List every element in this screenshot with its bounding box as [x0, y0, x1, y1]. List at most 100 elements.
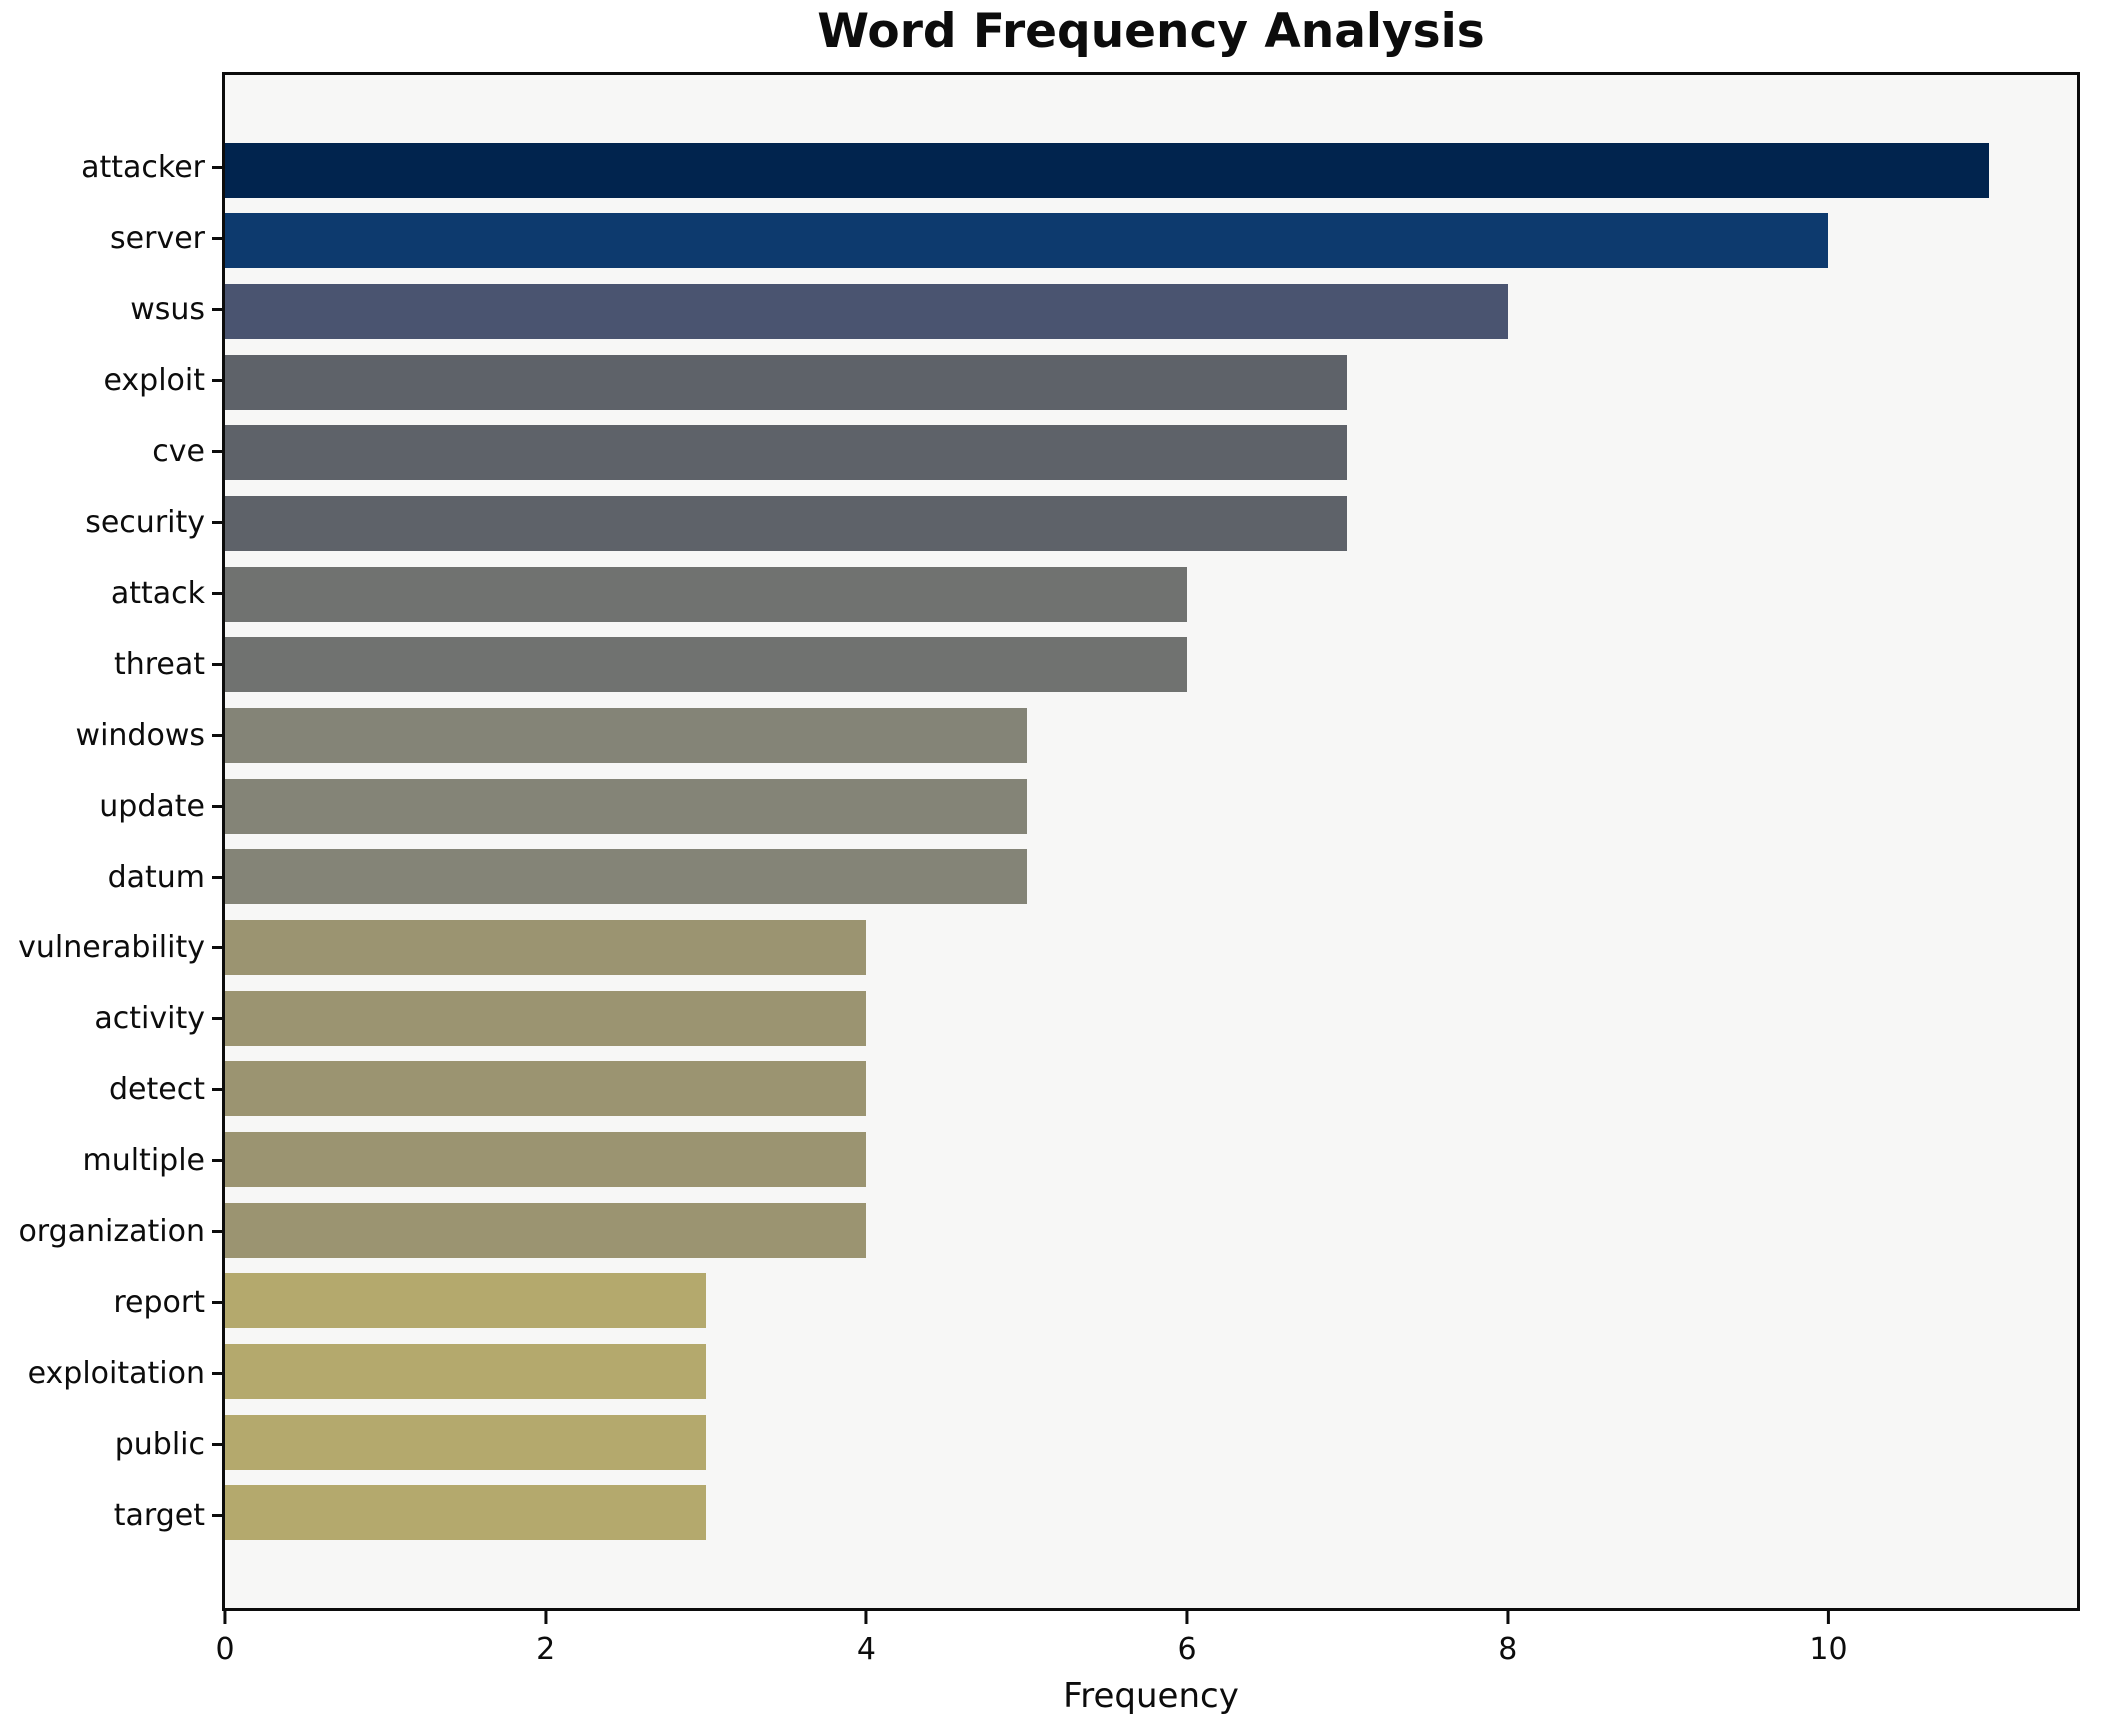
x-tick-mark — [1826, 1611, 1830, 1624]
y-tick-mark — [212, 591, 222, 595]
y-tick-label-organization: organization — [18, 1214, 205, 1250]
x-tick-mark — [1185, 1611, 1189, 1624]
y-label-row: activity — [0, 983, 222, 1054]
x-tick-label: 2 — [536, 1632, 556, 1667]
bar-row — [225, 1336, 2077, 1407]
bar-row — [225, 1124, 2077, 1195]
y-tick-mark — [212, 1230, 222, 1234]
bar-target — [225, 1485, 707, 1541]
y-label-row: update — [0, 771, 222, 842]
bar-activity — [225, 990, 867, 1046]
bar-row — [225, 771, 2077, 842]
y-tick-label-detect: detect — [109, 1072, 205, 1108]
y-tick-label-exploit: exploit — [103, 362, 205, 398]
y-tick-mark — [212, 1514, 222, 1518]
y-tick-mark — [212, 1301, 222, 1305]
y-label-row: exploitation — [0, 1338, 222, 1409]
y-tick-mark — [212, 1088, 222, 1092]
y-tick-label-attacker: attacker — [81, 149, 205, 185]
bar-row — [225, 1266, 2077, 1337]
y-label-row: multiple — [0, 1125, 222, 1196]
x-tick-mark — [544, 1611, 548, 1624]
x-tick-label: 6 — [1177, 1632, 1197, 1667]
bar-row — [225, 1407, 2077, 1478]
x-tick-mark — [223, 1611, 227, 1624]
y-label-row: exploit — [0, 345, 222, 416]
x-tick-label: 0 — [215, 1632, 235, 1667]
bar-row — [225, 276, 2077, 347]
y-tick-label-vulnerability: vulnerability — [18, 930, 205, 966]
y-label-row: wsus — [0, 274, 222, 345]
x-axis: 0 2 4 6 8 10 — [215, 1611, 2077, 1701]
chart-title: Word Frequency Analysis — [817, 4, 1485, 59]
y-tick-mark — [212, 165, 222, 169]
y-label-row: attack — [0, 558, 222, 629]
x-tick-0: 0 — [215, 1611, 235, 1667]
y-tick-label-update: update — [99, 788, 205, 824]
y-tick-label-exploitation: exploitation — [27, 1356, 205, 1392]
y-tick-mark — [212, 946, 222, 950]
x-tick-10: 10 — [1809, 1611, 1848, 1667]
bar-report — [225, 1273, 707, 1329]
x-tick-8: 8 — [1498, 1611, 1517, 1667]
bar-row — [225, 418, 2077, 489]
y-axis-labels: attacker server wsus exploit cve security atta… — [0, 72, 222, 1611]
bar-organization — [225, 1202, 867, 1258]
y-label-row: windows — [0, 700, 222, 771]
bar-row — [225, 912, 2077, 983]
x-tick-4: 4 — [857, 1611, 876, 1667]
y-label-row: report — [0, 1267, 222, 1338]
bar-row — [225, 983, 2077, 1054]
y-tick-mark — [212, 307, 222, 311]
bar-exploit — [225, 354, 1348, 410]
y-label-row: threat — [0, 629, 222, 700]
y-tick-label-attack: attack — [110, 575, 205, 611]
x-tick-label: 8 — [1498, 1632, 1518, 1667]
y-tick-label-target: target — [113, 1498, 205, 1534]
bar-row — [225, 1054, 2077, 1125]
y-label-row: public — [0, 1409, 222, 1480]
bar-row — [225, 1195, 2077, 1266]
bar-cve — [225, 425, 1348, 481]
bar-row — [225, 206, 2077, 277]
y-tick-label-cve: cve — [152, 433, 205, 469]
bar-detect — [225, 1061, 867, 1117]
y-tick-mark — [212, 1443, 222, 1447]
y-tick-label-security: security — [85, 504, 205, 540]
bar-row — [225, 559, 2077, 630]
y-tick-label-server: server — [110, 220, 205, 256]
y-tick-label-threat: threat — [113, 646, 205, 682]
y-label-row: datum — [0, 842, 222, 913]
y-label-row: server — [0, 203, 222, 274]
x-tick-2: 2 — [536, 1611, 555, 1667]
y-tick-mark — [212, 875, 222, 879]
y-tick-mark — [212, 733, 222, 737]
plot-area — [222, 72, 2080, 1611]
y-tick-mark — [212, 1372, 222, 1376]
bar-multiple — [225, 1132, 867, 1188]
y-tick-mark — [212, 662, 222, 666]
y-tick-label-report: report — [113, 1285, 205, 1321]
y-tick-label-multiple: multiple — [82, 1143, 205, 1179]
x-tick-label: 10 — [1809, 1632, 1848, 1667]
bar-wsus — [225, 284, 1508, 340]
bar-update — [225, 778, 1027, 834]
bar-vulnerability — [225, 920, 867, 976]
bar-threat — [225, 637, 1188, 693]
bar-row — [225, 700, 2077, 771]
y-tick-label-activity: activity — [94, 1001, 205, 1037]
y-label-row: attacker — [0, 132, 222, 203]
y-tick-mark — [212, 1159, 222, 1163]
bar-datum — [225, 849, 1027, 905]
bar-row — [225, 347, 2077, 418]
y-label-row: security — [0, 487, 222, 558]
y-tick-mark — [212, 1017, 222, 1021]
bar-attacker — [225, 142, 1989, 198]
bar-row — [225, 842, 2077, 913]
y-tick-mark — [212, 378, 222, 382]
y-label-row: detect — [0, 1054, 222, 1125]
bar-row — [225, 630, 2077, 701]
x-tick-mark — [864, 1611, 868, 1624]
bar-public — [225, 1414, 707, 1470]
